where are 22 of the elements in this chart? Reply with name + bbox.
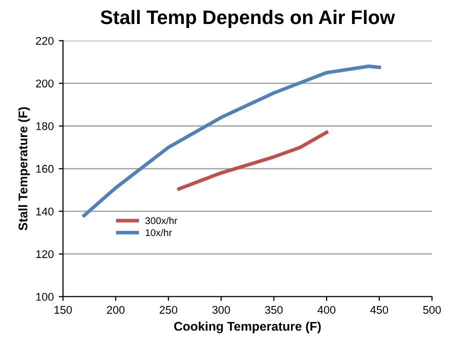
x-tick-label: 200 [107, 306, 125, 314]
y-axis-title: Stall Temperature (F) [18, 107, 30, 230]
x-tick-label: 450 [370, 306, 388, 314]
x-tick-label: 350 [265, 306, 283, 314]
y-tick-label: 180 [36, 122, 54, 130]
x-tick-label: 250 [160, 306, 178, 314]
y-tick-label: 160 [36, 164, 54, 173]
line-series [177, 130, 328, 191]
x-tick-label: 500 [423, 306, 441, 314]
chart-title: Stall Temp Depends on Air Flow [100, 10, 396, 28]
legend-label: 300x/hr [145, 217, 178, 224]
x-axis-title: Cooking Temperature (F) [174, 322, 321, 334]
y-tick-label: 140 [36, 208, 54, 216]
y-tick-label: 120 [36, 250, 54, 258]
y-tick-label: 220 [36, 36, 54, 45]
y-tick-label: 100 [36, 292, 54, 301]
x-tick-label: 300 [212, 306, 230, 314]
y-tick-label: 200 [36, 80, 54, 88]
x-tick-label: 400 [318, 306, 336, 314]
legend-label: 10x/hr [146, 228, 172, 236]
line-series [82, 64, 382, 218]
x-tick-label: 150 [54, 306, 72, 314]
